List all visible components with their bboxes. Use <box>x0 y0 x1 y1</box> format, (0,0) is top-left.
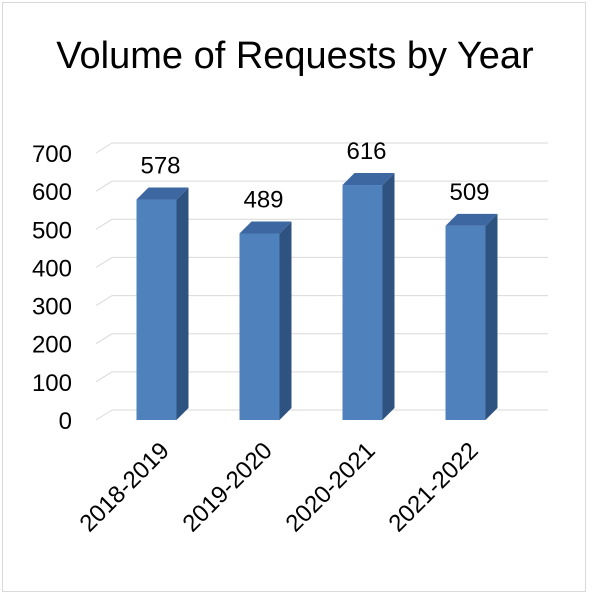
bar-side <box>485 213 498 420</box>
data-label: 489 <box>243 186 283 213</box>
y-tick-label: 600 <box>32 179 72 206</box>
y-tick-label: 300 <box>32 294 72 321</box>
bar-top <box>239 221 292 234</box>
bar-side <box>176 187 189 420</box>
bar <box>445 225 486 420</box>
gridline-side <box>95 371 113 383</box>
x-tick-label: 2020-2021 <box>280 437 380 537</box>
data-label: 578 <box>140 153 180 180</box>
bar <box>342 185 383 420</box>
bars <box>136 173 498 420</box>
gridline-side <box>95 409 113 421</box>
x-tick-label: 2021-2022 <box>383 437 483 537</box>
data-label: 616 <box>346 138 386 165</box>
bar-side <box>279 221 292 420</box>
bar-top <box>136 187 189 200</box>
y-tick-label: 400 <box>32 255 72 282</box>
x-axis-ticks: 2018-2019 2019-2020 2020-2021 2021-2022 <box>74 437 483 537</box>
gridline-side <box>95 295 113 306</box>
data-labels: 578 489 616 509 <box>140 138 489 213</box>
bar <box>239 233 280 420</box>
x-tick-label: 2019-2020 <box>177 437 277 537</box>
gridline-side <box>95 180 113 192</box>
y-tick-label: 100 <box>32 370 72 397</box>
bar-top <box>342 173 395 186</box>
x-tick-label: 2018-2019 <box>74 437 174 537</box>
bar-top <box>445 213 498 226</box>
y-tick-label: 200 <box>32 332 72 359</box>
y-tick-label: 700 <box>32 141 72 168</box>
bar <box>136 199 177 420</box>
gridline-side <box>95 333 113 345</box>
data-label: 509 <box>449 179 489 206</box>
chart-title: Volume of Requests by Year <box>56 35 534 77</box>
y-axis-ticks: 0 100 200 300 400 500 600 700 <box>32 141 72 435</box>
gridline-side <box>95 218 113 230</box>
bar-side <box>382 173 395 420</box>
y-tick-label: 500 <box>32 217 72 244</box>
gridline-side <box>95 142 113 154</box>
gridline-side <box>95 257 113 268</box>
y-tick-label: 0 <box>59 408 72 435</box>
